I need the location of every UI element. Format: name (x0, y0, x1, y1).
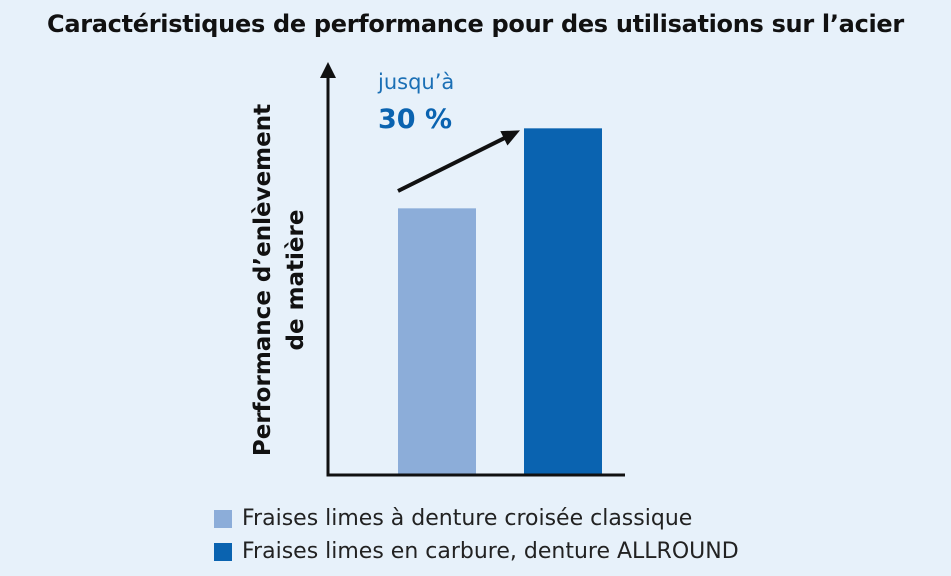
y-axis-label: Performance d’enlèvement de matière (250, 104, 309, 456)
chart-legend: Fraises limes à denture croisée classiqu… (214, 502, 739, 568)
annotation-layer: jusqu’à 30 % (377, 70, 520, 193)
y-axis-label-line-2: de matière (283, 210, 309, 351)
annotation-upto: jusqu’à (377, 70, 454, 94)
increase-arrow-line (397, 135, 507, 193)
legend-label-allround: Fraises limes en carbure, denture ALLROU… (242, 539, 739, 564)
annotation-percent: 30 % (378, 104, 452, 135)
y-axis-label-line-1: Performance d’enlèvement (250, 104, 276, 456)
legend-swatch-allround (214, 542, 232, 561)
bar-classique (398, 208, 476, 476)
increase-arrowhead (500, 130, 520, 146)
y-axis-arrowhead (320, 62, 336, 78)
legend-label-classique: Fraises limes à denture croisée classiqu… (242, 506, 693, 531)
bar-allround (524, 128, 602, 476)
bars-layer (398, 128, 602, 476)
axes-layer (320, 62, 625, 477)
chart-title: Caractéristiques de performance pour des… (47, 10, 904, 38)
legend-swatch-classique (214, 509, 232, 528)
legend-item-allround: Fraises limes en carbure, denture ALLROU… (214, 535, 739, 568)
legend-item-classique: Fraises limes à denture croisée classiqu… (214, 502, 739, 535)
